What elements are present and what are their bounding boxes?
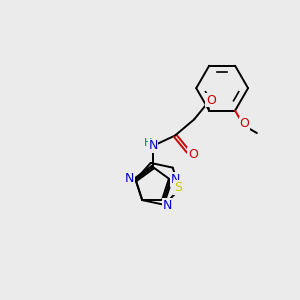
Text: N: N — [163, 199, 172, 212]
Text: N: N — [125, 172, 134, 185]
Text: O: O — [188, 148, 198, 161]
Text: S: S — [174, 181, 182, 194]
Text: O: O — [239, 117, 249, 130]
Text: H: H — [143, 138, 152, 148]
Text: O: O — [206, 94, 216, 107]
Text: N: N — [171, 173, 180, 186]
Text: N: N — [148, 140, 158, 152]
